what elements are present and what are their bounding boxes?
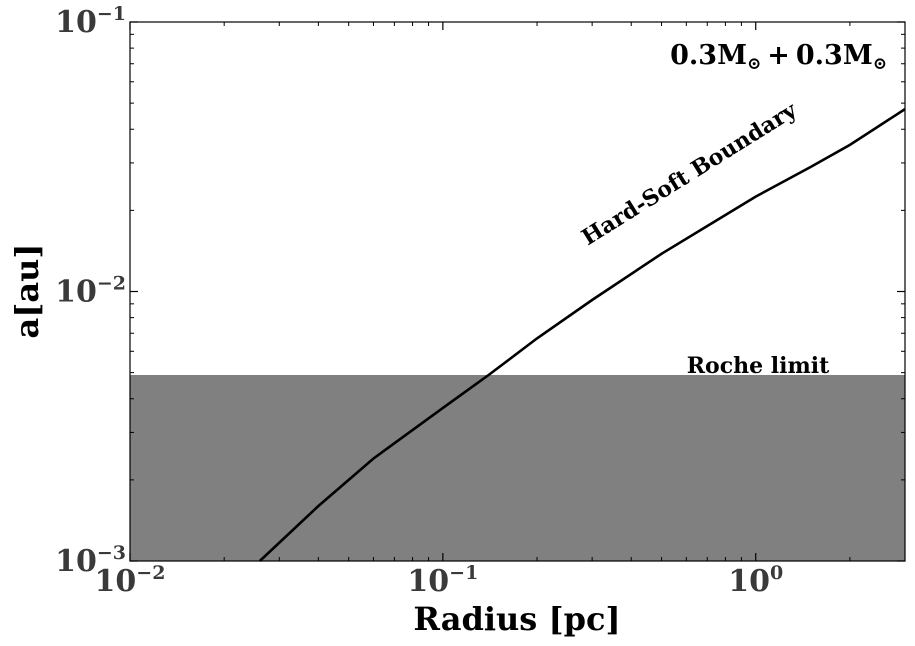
mass-label: 0.3M⊙ +0.3M⊙ bbox=[670, 40, 887, 74]
y-axis-title: a[au] bbox=[8, 243, 46, 338]
roche-limit-label: Roche limit bbox=[687, 353, 830, 379]
roche-limit-region bbox=[130, 374, 905, 561]
mass-2-unit: M bbox=[843, 40, 873, 71]
hard-soft-boundary-label: Hard-Soft Boundary bbox=[577, 97, 802, 251]
x-tick-label: 100 bbox=[728, 562, 783, 599]
y-tick-label: 10−2 bbox=[55, 273, 126, 310]
mass-1-unit: M bbox=[717, 40, 747, 71]
hard-soft-boundary-line bbox=[258, 108, 906, 562]
x-tick-label: 10−1 bbox=[407, 562, 478, 599]
mass-2-sun-symbol: ⊙ bbox=[873, 54, 887, 74]
mass-1-sun-symbol: ⊙ bbox=[747, 54, 761, 74]
plus-sign: + bbox=[767, 40, 790, 71]
plot-frame bbox=[129, 21, 906, 562]
x-axis-title: Radius [pc] bbox=[413, 600, 620, 638]
y-tick-label: 10−3 bbox=[55, 542, 126, 579]
y-tick-label: 10−1 bbox=[55, 3, 126, 40]
x-tick-label: 10−2 bbox=[95, 562, 166, 599]
minor-ticks bbox=[130, 22, 905, 561]
mass-1-value: 0.3 bbox=[670, 40, 717, 71]
mass-2-value: 0.3 bbox=[796, 40, 843, 71]
